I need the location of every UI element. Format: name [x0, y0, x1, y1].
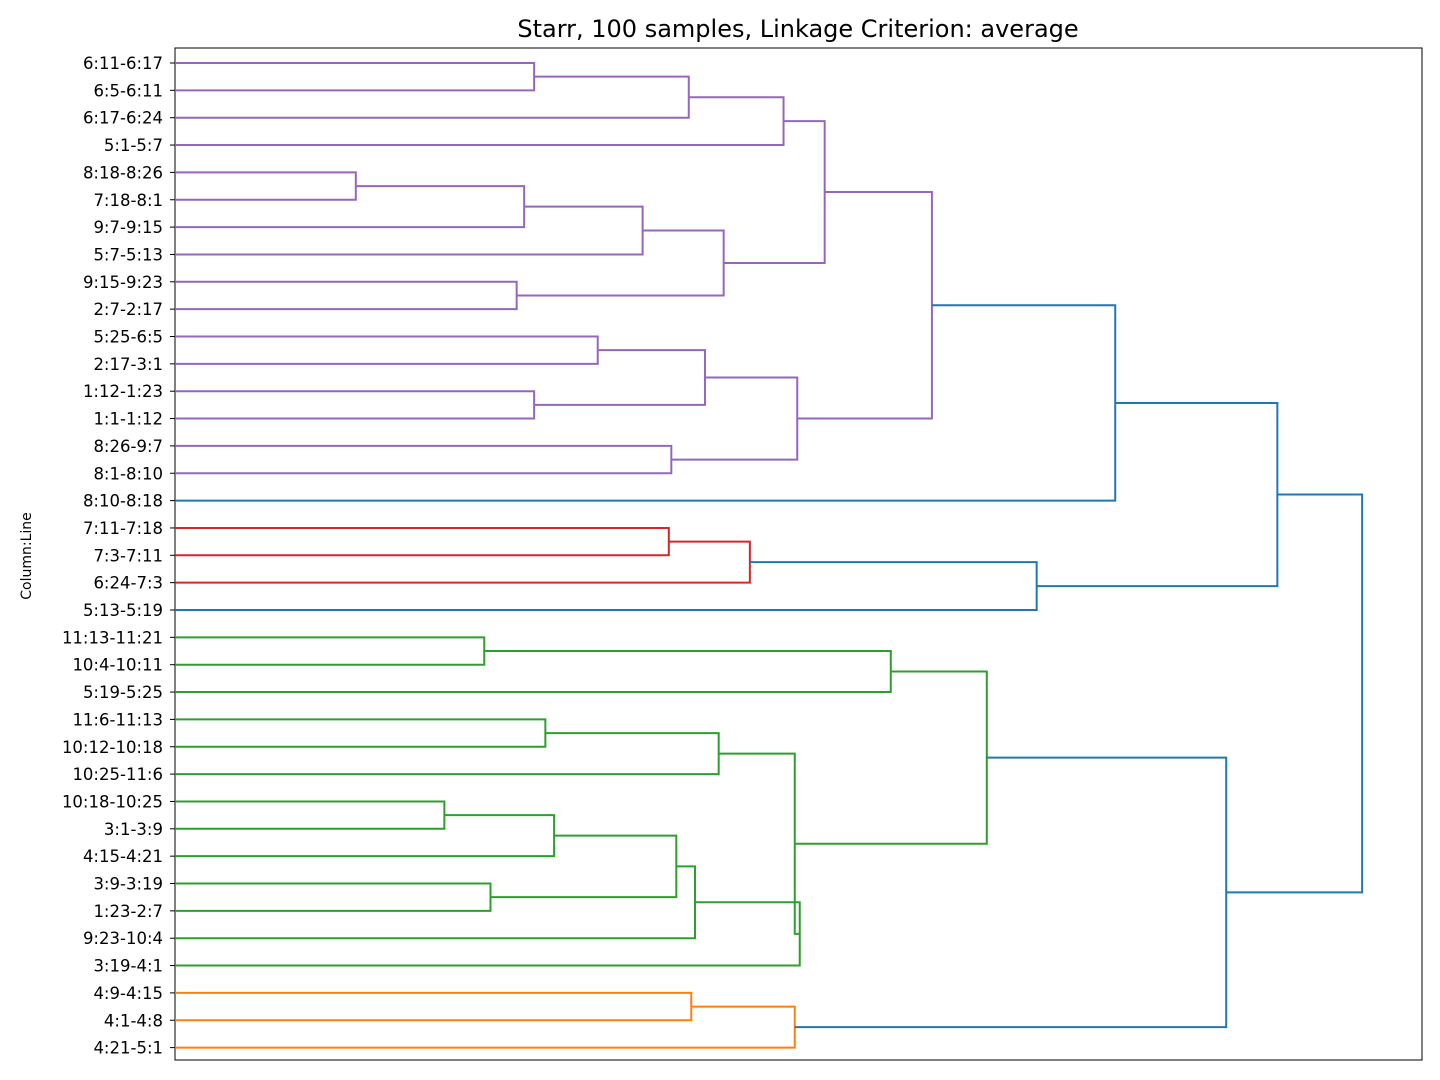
- leaf-label: 9:15-9:23: [83, 273, 163, 292]
- y-axis-label: Column:Line: [19, 512, 35, 600]
- leaf-label: 5:13-5:19: [83, 601, 163, 620]
- leaf-label: 10:12-10:18: [62, 738, 163, 757]
- leaf-label: 10:25-11:6: [72, 765, 163, 784]
- dendrogram-link: [718, 752, 800, 935]
- dendrogram-link: [516, 229, 725, 297]
- dendrogram-link: [175, 561, 1038, 611]
- dendrogram-link: [1226, 493, 1364, 894]
- dendrogram-link: [175, 171, 357, 201]
- dendrogram-link: [490, 834, 678, 899]
- leaf-label: 6:11-6:17: [83, 54, 163, 73]
- leaf-label: 3:19-4:1: [93, 957, 163, 976]
- dendrogram-link: [175, 540, 751, 584]
- dendrogram-link: [175, 814, 556, 858]
- dendrogram-link: [175, 205, 644, 256]
- leaf-label: 8:1-8:10: [93, 464, 163, 483]
- dendrogram-link: [175, 304, 1117, 502]
- dendrogram-link: [175, 636, 486, 666]
- leaf-label: 6:17-6:24: [83, 109, 163, 128]
- dendrogram-link: [175, 75, 690, 119]
- leaf-label: 3:9-3:19: [93, 875, 163, 894]
- leaf-label: 7:11-7:18: [83, 519, 163, 538]
- dendrogram-link: [175, 882, 492, 912]
- leaf-label: 8:18-8:26: [83, 163, 163, 182]
- dendrogram-link: [175, 335, 599, 365]
- leaf-label: 6:24-7:3: [93, 574, 163, 593]
- dendrogram-link: [175, 444, 673, 475]
- leaf-label: 5:25-6:5: [93, 328, 163, 347]
- dendrogram-link: [534, 349, 706, 406]
- plot-frame: [174, 47, 1423, 1061]
- leaf-label: 5:1-5:7: [104, 136, 163, 155]
- dendrogram-links: [175, 62, 1364, 1049]
- leaf-label: 1:1-1:12: [93, 410, 163, 429]
- dendrogram-link: [794, 670, 988, 845]
- leaf-label: 1:23-2:7: [93, 902, 163, 921]
- leaf-label: 10:4-10:11: [72, 656, 163, 675]
- dendrogram-link: [1036, 401, 1279, 588]
- leaf-label: 7:18-8:1: [93, 191, 163, 210]
- leaf-label: 5:7-5:13: [93, 245, 163, 264]
- leaf-label: 5:19-5:25: [83, 683, 163, 702]
- dendrogram-link: [175, 185, 526, 229]
- dendrogram-link: [175, 800, 446, 830]
- leaf-label: 8:10-8:18: [83, 492, 163, 511]
- dendrogram-link: [175, 96, 785, 147]
- leaf-label: 4:9-4:15: [93, 984, 163, 1003]
- leaf-label: 6:5-6:11: [93, 81, 163, 100]
- dendrogram-link: [175, 650, 892, 694]
- leaf-label: 2:17-3:1: [93, 355, 163, 374]
- leaf-label: 9:23-10:4: [83, 929, 163, 948]
- leaf-label: 4:1-4:8: [104, 1011, 163, 1030]
- dendrogram-link: [175, 865, 696, 940]
- dendrogram-link: [175, 991, 693, 1022]
- dendrogram-link: [794, 756, 1228, 1029]
- leaf-label: 1:12-1:23: [83, 382, 163, 401]
- leaf-label: 10:18-10:25: [62, 792, 163, 811]
- leaf-label: 2:7-2:17: [93, 300, 163, 319]
- dendrogram-link: [175, 62, 536, 92]
- leaf-label: 4:15-4:21: [83, 847, 163, 866]
- dendrogram-link: [175, 280, 518, 311]
- dendrogram-link: [175, 732, 720, 776]
- leaf-label: 7:3-7:11: [93, 546, 163, 565]
- leaf-label: 4:21-5:1: [93, 1039, 163, 1058]
- leaf-label: 11:6-11:13: [72, 710, 163, 729]
- dendrogram-link: [175, 1005, 796, 1049]
- dendrogram-link: [175, 718, 547, 748]
- dendrogram-link: [723, 120, 826, 264]
- leaf-label: 9:7-9:15: [93, 218, 163, 237]
- leaf-label: 8:26-9:7: [93, 437, 163, 456]
- leaf-labels: 6:11-6:17 6:5-6:11 6:17-6:24 5:1-5:7 8:18-8:…: [62, 54, 175, 1058]
- dendrogram-link: [175, 526, 670, 557]
- leaf-label: 3:1-3:9: [104, 820, 163, 839]
- dendrogram-link: [175, 390, 536, 420]
- dendrogram-link: [671, 376, 799, 461]
- chart-title: Starr, 100 samples, Linkage Criterion: a…: [517, 15, 1078, 43]
- dendrogram-link: [797, 191, 933, 420]
- leaf-label: 11:13-11:21: [62, 628, 163, 647]
